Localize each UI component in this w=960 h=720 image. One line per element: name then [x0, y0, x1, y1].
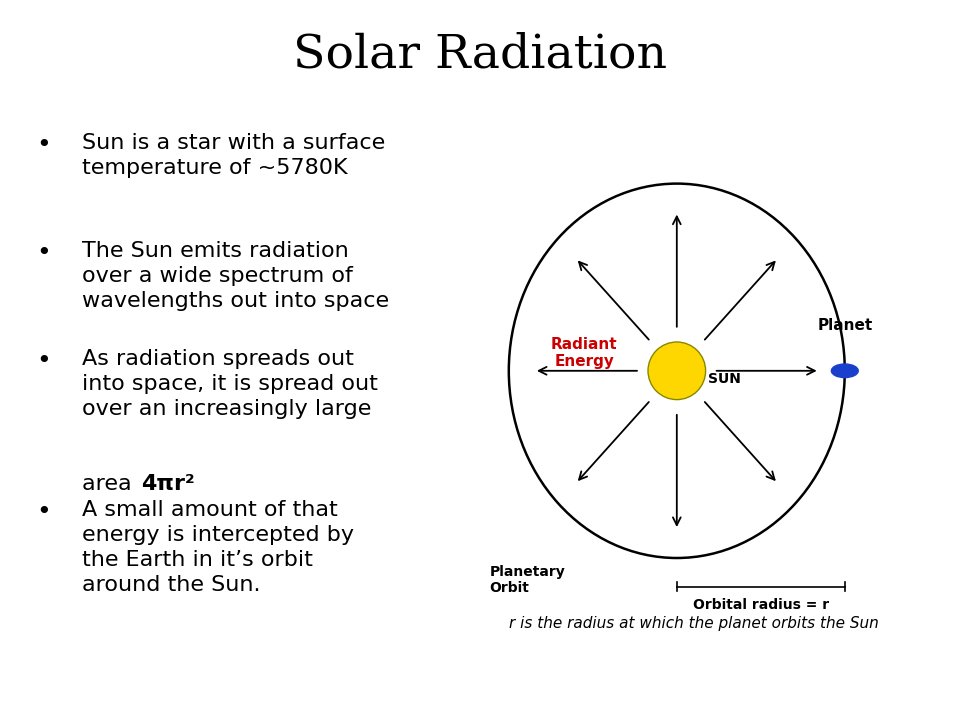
Text: SUN: SUN: [708, 372, 741, 387]
Text: r is the radius at which the planet orbits the Sun: r is the radius at which the planet orbi…: [509, 616, 878, 631]
Text: Orbital radius = r: Orbital radius = r: [693, 598, 828, 611]
Text: •: •: [36, 500, 51, 524]
Text: A small amount of that
energy is intercepted by
the Earth in it’s orbit
around t: A small amount of that energy is interce…: [82, 500, 353, 595]
Text: Planetary
Orbit: Planetary Orbit: [490, 565, 565, 595]
Text: Planet: Planet: [818, 318, 874, 333]
Text: Solar Radiation: Solar Radiation: [293, 32, 667, 78]
Ellipse shape: [831, 364, 858, 377]
Text: •: •: [36, 349, 51, 373]
Text: •: •: [36, 133, 51, 157]
Text: •: •: [36, 241, 51, 265]
Text: Radiant
Energy: Radiant Energy: [551, 337, 617, 369]
Text: The Sun emits radiation
over a wide spectrum of
wavelengths out into space: The Sun emits radiation over a wide spec…: [82, 241, 389, 311]
Text: 4πr²: 4πr²: [141, 474, 195, 495]
Text: Sun is a star with a surface
temperature of ~5780K: Sun is a star with a surface temperature…: [82, 133, 385, 178]
Ellipse shape: [648, 342, 706, 400]
Text: As radiation spreads out
into space, it is spread out
over an increasingly large: As radiation spreads out into space, it …: [82, 349, 377, 419]
Text: area: area: [82, 474, 138, 495]
